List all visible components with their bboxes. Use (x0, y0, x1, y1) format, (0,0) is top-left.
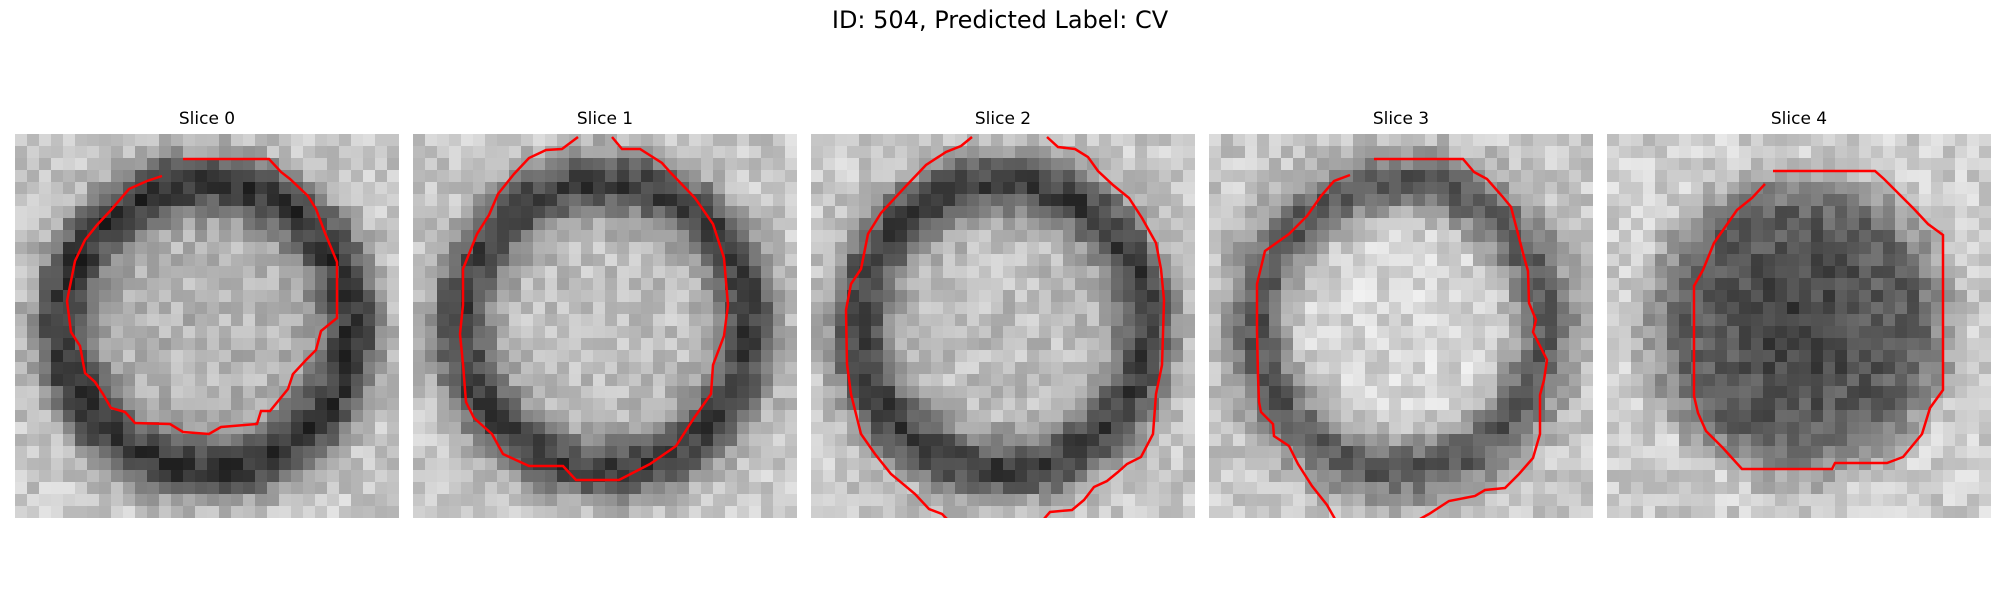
segmentation-contour (844, 136, 1166, 518)
segmentation-contour (1255, 157, 1549, 518)
grayscale-image (413, 134, 797, 518)
slice-title: Slice 2 (974, 109, 1032, 129)
slice-title: Slice 0 (178, 109, 236, 129)
slice-panel-4: Slice 4 (1607, 108, 1991, 518)
segmentation-contour (1692, 169, 1945, 471)
grayscale-image (15, 134, 399, 518)
grayscale-image (1607, 134, 1991, 518)
slice-panel-0: Slice 0 (15, 108, 399, 518)
grayscale-image (1209, 134, 1593, 518)
figure-title: ID: 504, Predicted Label: CV (831, 6, 1169, 34)
slice-image (15, 134, 399, 518)
slice-image (413, 134, 797, 518)
segmentation-contour (458, 136, 730, 482)
slice-title: Slice 3 (1372, 109, 1430, 129)
slice-title: Slice 1 (576, 109, 634, 129)
slice-panel-2: Slice 2 (811, 108, 1195, 518)
segmentation-contour (65, 157, 339, 436)
slice-title: Slice 4 (1770, 109, 1828, 129)
slice-image (1607, 134, 1991, 518)
slice-panel-1: Slice 1 (413, 108, 797, 518)
slice-panel-3: Slice 3 (1209, 108, 1593, 518)
slice-image (811, 134, 1195, 518)
slice-image (1209, 134, 1593, 518)
